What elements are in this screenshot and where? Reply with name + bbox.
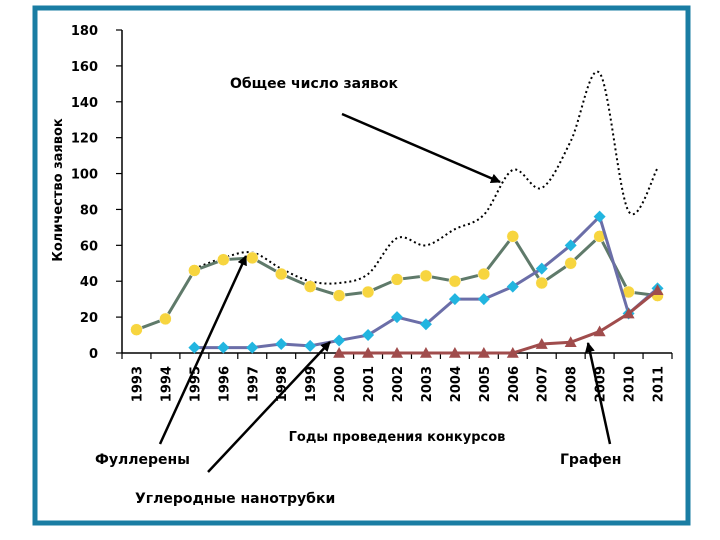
x-tick-label: 2001 xyxy=(362,366,377,402)
x-tick-label: 2011 xyxy=(652,366,667,402)
y-axis-title: Количество заявок xyxy=(51,118,66,262)
x-tick-label: 1999 xyxy=(304,366,319,402)
x-tick-label: 2000 xyxy=(333,366,348,402)
data-point-circle xyxy=(130,323,143,336)
x-tick-label: 2004 xyxy=(449,366,464,402)
data-point-circle xyxy=(477,267,491,281)
data-point-diamond xyxy=(275,338,288,351)
data-point-triangle xyxy=(535,338,548,349)
x-tick-label: 1995 xyxy=(188,366,203,402)
series-line xyxy=(339,289,659,355)
data-point-diamond xyxy=(188,341,201,354)
x-tick-label: 2006 xyxy=(507,366,522,402)
y-tick-label: 100 xyxy=(71,168,98,183)
annotation-arrow xyxy=(207,341,331,473)
series-1 xyxy=(130,230,664,336)
data-point-circle xyxy=(188,264,201,277)
data-point-triangle xyxy=(391,347,403,358)
data-point-diamond xyxy=(535,262,548,275)
data-point-triangle xyxy=(651,284,664,295)
outer-frame xyxy=(32,5,691,526)
y-tick-label: 160 xyxy=(71,60,98,75)
data-point-triangle xyxy=(419,347,432,358)
data-point-circle xyxy=(303,280,317,293)
data-point-diamond xyxy=(333,334,346,347)
y-axis: 0 20 40 60 80 100 120 140 160 180 xyxy=(71,24,123,362)
x-tick-label: 1993 xyxy=(130,366,145,402)
x-tick-label: 1997 xyxy=(246,366,261,402)
x-tick-label: 2008 xyxy=(565,366,580,402)
annotation-arrow xyxy=(585,342,612,445)
y-tick-label: 0 xyxy=(89,347,98,362)
data-point-diamond xyxy=(419,318,432,331)
x-tick-label: 2002 xyxy=(391,366,406,402)
data-point-triangle xyxy=(333,347,346,358)
y-tick-label: 40 xyxy=(80,275,98,290)
data-point-circle xyxy=(564,257,577,270)
data-point-diamond xyxy=(506,280,519,293)
annotation-label: Графен xyxy=(560,452,621,468)
data-point-diamond xyxy=(593,210,606,223)
annotation-label: Общее число заявок xyxy=(230,76,399,92)
x-tick-label: 1998 xyxy=(275,366,290,402)
x-tick-label: 2005 xyxy=(478,366,493,402)
data-point-diamond xyxy=(564,239,577,252)
data-point-triangle xyxy=(362,347,375,358)
data-point-triangle xyxy=(477,347,490,358)
x-axis-title: Годы проведения конкурсов xyxy=(289,430,506,445)
data-point-triangle xyxy=(564,336,577,348)
x-tick-label: 1994 xyxy=(159,366,174,402)
data-point-diamond xyxy=(391,311,403,324)
x-tick-label: 2010 xyxy=(623,366,638,402)
x-tick-label: 2009 xyxy=(594,366,609,402)
y-tick-label: 120 xyxy=(71,132,98,147)
data-point-circle xyxy=(274,267,288,281)
data-point-circle xyxy=(332,289,346,302)
data-point-circle xyxy=(506,230,520,243)
data-point-circle xyxy=(361,285,375,299)
data-point-triangle xyxy=(593,325,606,337)
data-point-circle xyxy=(535,276,548,290)
data-point-circle xyxy=(448,274,462,288)
x-tick-label: 1996 xyxy=(217,366,232,402)
data-point-diamond xyxy=(448,293,461,306)
y-tick-label: 140 xyxy=(71,96,98,111)
annotation-label: Углеродные нанотрубки xyxy=(135,491,335,507)
y-tick-label: 20 xyxy=(80,311,98,326)
data-point-diamond xyxy=(217,341,230,354)
data-point-triangle xyxy=(506,347,519,358)
data-point-diamond xyxy=(362,329,375,342)
plot-series xyxy=(130,70,664,358)
data-point-diamond xyxy=(304,339,317,352)
annotation-arrow xyxy=(158,255,248,445)
y-tick-label: 180 xyxy=(71,24,98,39)
x-axis: 1993 1994 1995 1996 1997 1998 1999 2000 2001 2002… xyxy=(121,352,673,402)
data-point-triangle xyxy=(622,307,635,319)
data-point-circle xyxy=(217,253,230,266)
data-point-diamond xyxy=(246,341,259,354)
x-tick-label: 2003 xyxy=(420,366,435,402)
data-point-circle xyxy=(390,273,404,286)
y-tick-label: 60 xyxy=(80,239,98,254)
data-point-triangle xyxy=(448,347,461,358)
data-point-circle xyxy=(159,312,172,326)
data-point-circle xyxy=(419,269,433,283)
annotations: Общее число заявок Фуллерены Углеродные на… xyxy=(95,76,621,507)
y-tick-label: 80 xyxy=(80,203,98,218)
x-tick-label: 2007 xyxy=(536,366,551,402)
series-3 xyxy=(333,284,664,358)
annotation-label: Фуллерены xyxy=(95,452,190,468)
annotation-arrow xyxy=(341,112,501,184)
data-point-diamond xyxy=(477,293,490,306)
data-point-circle xyxy=(246,251,259,265)
series-2 xyxy=(188,210,664,354)
